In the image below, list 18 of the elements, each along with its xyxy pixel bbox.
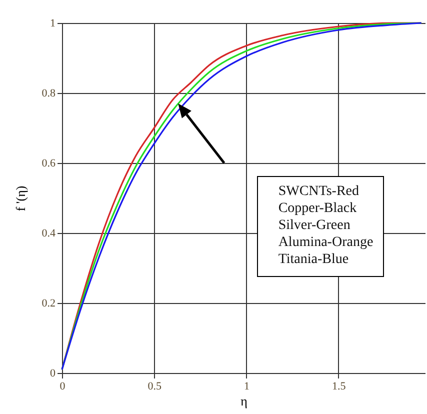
x-tick-label: 0.5 — [148, 380, 162, 392]
x-axis-title: η — [240, 394, 248, 408]
annotation: Alumina-Orange — [278, 234, 374, 251]
annotation: Silver-Green — [278, 216, 352, 234]
y-tick-label: 0 — [50, 368, 56, 380]
y-axis-title: f '(η) — [12, 186, 28, 212]
x-tick-label: 0 — [60, 380, 66, 392]
y-tick-label: 1 — [50, 18, 56, 30]
x-tick-label: 1.5 — [332, 380, 346, 392]
y-tick-label: 0.2 — [42, 298, 56, 310]
annotation: Copper-Black — [278, 200, 358, 217]
annotation: SWCNTs-Red — [278, 182, 360, 200]
y-tick-label: 0.4 — [42, 228, 56, 240]
annotation: Titania-Blue — [278, 250, 350, 268]
line-series — [61, 22, 422, 370]
x-tick-label: 1 — [244, 380, 250, 392]
y-tick-label: 0.6 — [42, 158, 56, 170]
y-tick-label: 0.8 — [42, 88, 56, 100]
